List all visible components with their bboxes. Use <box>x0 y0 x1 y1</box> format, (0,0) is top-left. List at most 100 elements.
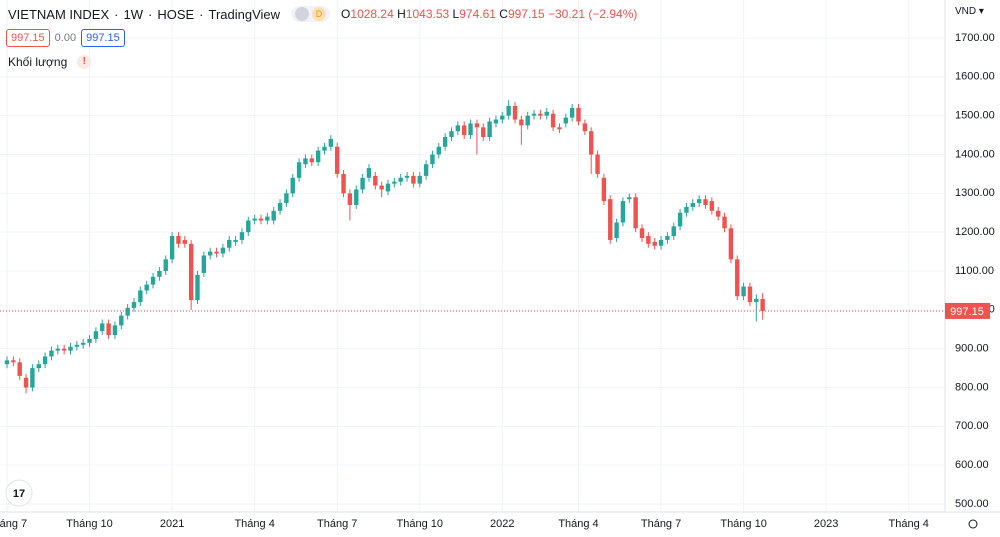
x-tick-label: Tháng 7 <box>641 518 681 530</box>
candle-body <box>81 342 86 345</box>
toggle[interactable]: D <box>291 6 331 22</box>
candle-body <box>741 286 746 297</box>
candle-body <box>677 212 683 227</box>
header: VIETNAM INDEX · 1W · HOSE · TradingView D O… <box>8 6 638 22</box>
candle-body <box>220 247 226 254</box>
candle-body <box>30 368 35 388</box>
candle-body <box>442 137 448 147</box>
candle-body <box>550 113 556 128</box>
candle-body <box>23 377 29 388</box>
currency[interactable]: VND ▾ <box>955 6 984 17</box>
candle-body <box>290 177 295 194</box>
candle-body <box>652 241 657 246</box>
y-tick-label: 1500.00 <box>955 110 995 122</box>
x-tick-label: 2023 <box>814 518 838 530</box>
candle-body <box>169 236 175 260</box>
candle-body <box>11 360 16 363</box>
candle-body <box>277 203 283 211</box>
candle-body <box>639 228 645 238</box>
quote-row: 997.15 0.00 997.15 <box>6 29 125 47</box>
candle-body <box>42 356 48 365</box>
y-tick-label: 800.00 <box>955 381 989 393</box>
candle-body <box>665 236 670 240</box>
candle-body <box>360 177 365 190</box>
candle-body <box>68 346 73 351</box>
candle-body <box>569 107 575 118</box>
candle-body <box>500 115 505 120</box>
x-tick-label: 2022 <box>490 518 514 530</box>
candle-body <box>557 127 562 130</box>
settings-icon[interactable] <box>968 519 978 529</box>
x-tick-label: Tháng 7 <box>0 518 27 530</box>
candle-body <box>315 150 321 163</box>
ask[interactable]: 997.15 <box>81 29 125 47</box>
volume-label: Khối lượng <box>8 55 68 69</box>
candle-body <box>385 183 391 192</box>
candle-body <box>239 232 245 240</box>
candle-body <box>74 344 80 347</box>
label: C <box>499 7 508 21</box>
candle-body <box>93 331 99 339</box>
candle-body <box>576 107 581 122</box>
y-tick-label: 1300.00 <box>955 187 995 199</box>
plot <box>0 0 945 512</box>
candle-body <box>703 199 708 205</box>
label: O <box>341 7 351 21</box>
currency-label: VND <box>955 6 977 17</box>
candle-body <box>252 218 257 221</box>
candle-body <box>411 175 416 184</box>
candle-body <box>404 175 410 178</box>
candle-body <box>233 239 238 242</box>
y-tick-label: 1400.00 <box>955 148 995 160</box>
y-tick-label: 1600.00 <box>955 71 995 83</box>
x-tick-label: Tháng 4 <box>558 518 598 530</box>
warning-icon: ! <box>77 55 92 69</box>
bid[interactable]: 997.15 <box>6 29 50 47</box>
candle-body <box>100 323 105 332</box>
candle-body <box>195 274 200 301</box>
last-price-box <box>945 302 990 319</box>
candle-body <box>493 119 499 124</box>
candle-body <box>690 203 695 207</box>
svg-text:17: 17 <box>13 488 25 500</box>
candle-body <box>538 113 543 116</box>
x-tick-label: Tháng 7 <box>317 518 357 530</box>
candle-body <box>449 131 454 138</box>
candle-body <box>519 119 524 126</box>
spread: 0.00 <box>54 32 77 44</box>
source: TradingView <box>208 6 281 22</box>
candle-body <box>284 193 289 204</box>
candle-body <box>582 123 588 132</box>
candle-body <box>436 146 441 155</box>
candle-body <box>87 338 92 343</box>
candle-body <box>696 199 702 204</box>
candle-body <box>176 236 181 244</box>
x-tick-label: Tháng 10 <box>720 518 766 530</box>
candle-body <box>512 105 518 120</box>
candle-body <box>595 154 600 174</box>
candle-body <box>354 189 359 205</box>
x-tick-label: 2021 <box>160 518 184 530</box>
y-tick-label: 1700.00 <box>955 32 995 44</box>
candle-body <box>716 210 721 217</box>
candle-body <box>417 175 422 184</box>
candle-body <box>303 158 308 165</box>
value: 997.15 <box>507 7 545 21</box>
candle-body <box>430 154 435 165</box>
change-pct: (−2.94%) <box>588 7 638 21</box>
candle-body <box>423 164 429 176</box>
candle-body <box>474 123 480 128</box>
x-tick-label: Tháng 10 <box>397 518 443 530</box>
candle-body <box>379 185 384 190</box>
candle-body <box>150 276 156 285</box>
candle-body <box>131 302 137 308</box>
candle-body <box>322 146 327 151</box>
x-tick-label: Tháng 4 <box>234 518 274 530</box>
x-tick-label: Tháng 10 <box>66 518 112 530</box>
candle-body <box>589 131 594 155</box>
candle-body <box>246 220 251 233</box>
y-tick-label: 1200.00 <box>955 226 995 238</box>
candle-body <box>309 158 314 163</box>
